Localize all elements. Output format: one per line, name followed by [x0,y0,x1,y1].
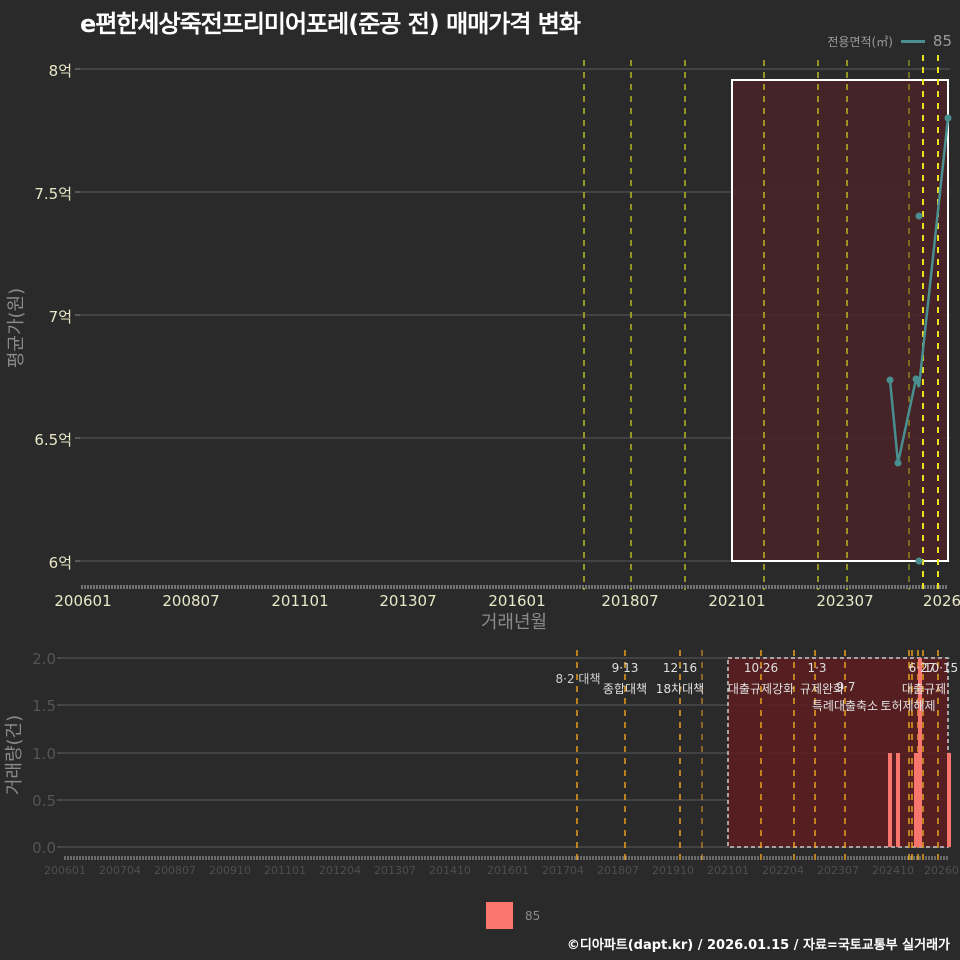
policy-annotation-date: 6·27 [908,661,936,675]
policy-annotation-label: 종합대책 [602,682,648,696]
x-tick: 2026 [922,592,960,610]
policy-annotation-date: 10·15 [923,661,959,675]
x-tick: 201601 [488,592,546,610]
y-tick: 8억 [48,62,72,80]
x-tick: 201204 [319,864,361,877]
policy-annotation-label: 토허제해제 [880,699,936,713]
y-tick: 0.5 [32,792,56,810]
top-y-axis-title: 평균가(원) [6,287,27,369]
x-tick: 201101 [271,592,329,610]
volume-bars-85 [888,658,951,847]
x-tick: 200704 [99,864,141,877]
y-tick: 7.5억 [34,185,72,203]
x-tick: 202601 [924,864,960,877]
x-tick: 202101 [707,864,749,877]
x-tick: 200601 [44,864,86,877]
legend-top: 전용면적(㎡) 85 [827,32,952,50]
x-tick: 201101 [264,864,306,877]
x-tick: 201807 [601,592,659,610]
policy-annotation-label: 18차대책 [655,682,705,696]
top-minor-ticks [81,585,947,589]
legend-title: 전용면적(㎡) [827,34,893,49]
y-tick: 1.5 [32,697,56,715]
x-tick: 202410 [872,864,914,877]
top-policy-lines [583,55,939,590]
x-tick: 202307 [816,592,874,610]
chart-title: e편한세상죽전프리미어포레(준공 전) 매매가격 변화 [80,10,581,38]
x-tick: 201704 [542,864,584,877]
policy-annotation-label: 특례대출축소 [811,699,879,713]
x-tick: 200807 [162,592,220,610]
x-tick: 202307 [817,864,859,877]
y-tick: 0.0 [32,839,56,857]
bottom-y-axis-title: 거래량(건) [4,714,25,796]
legend-entry: 85 [932,32,952,50]
x-tick: 202101 [708,592,766,610]
x-tick: 201307 [379,592,437,610]
x-tick: 201307 [374,864,416,877]
policy-annotation-label: 규제완화 [799,682,845,696]
x-tick: 201910 [652,864,694,877]
source-credit: ©디아파트(dapt.kr) / 2026.01.15 / 자료=국토교통부 실… [566,938,950,953]
x-tick: 202204 [762,864,804,877]
y-tick: 2.0 [32,650,56,668]
x-tick: 200910 [209,864,251,877]
y-tick: 7억 [48,308,72,326]
policy-annotation-label: 대출규제 [901,682,947,696]
x-tick: 200807 [154,864,196,877]
policy-annotation-date: 9·13 [611,661,639,675]
x-tick: 201601 [487,864,529,877]
y-tick: 1.0 [32,745,56,763]
bottom-minor-ticks [64,856,948,860]
policy-annotation-date: 9·7 [836,680,856,694]
x-tick: 201807 [597,864,639,877]
policy-annotation-label: 대출규제강화 [727,682,795,696]
top-x-axis-title: 거래년월 [480,612,548,633]
x-tick: 200601 [54,592,112,610]
legend-bottom: 85 [486,902,540,929]
policy-annotation-date: 1·3 [807,661,827,675]
price-series-85 [886,114,952,565]
legend-swatch-icon [486,902,513,929]
policy-annotation: 8·2 대책 [555,672,601,686]
policy-annotation-date: 12·16 [662,661,698,675]
y-tick: 6억 [48,554,72,572]
policy-annotation-date: 10·26 [743,661,779,675]
x-tick: 201410 [429,864,471,877]
legend-entry: 85 [525,908,541,923]
y-tick: 6.5억 [34,431,72,449]
legend-line-icon [900,39,925,43]
highlight-region [731,79,949,562]
